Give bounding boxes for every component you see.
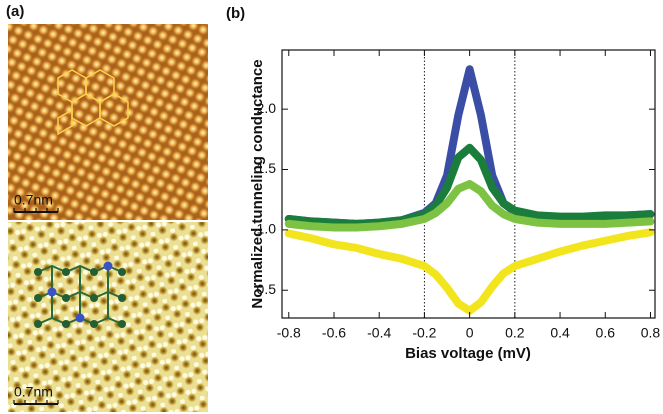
y-axis-label: Normalized tunneling conductance <box>249 59 266 308</box>
y-tick-label: 2.0 <box>257 100 277 116</box>
x-tick-label: -0.2 <box>412 325 436 341</box>
stm-image-bottom: 0.7nm <box>8 222 208 412</box>
x-axis-label: Bias voltage (mV) <box>405 345 531 362</box>
scale-label: 0.7nm <box>14 192 53 208</box>
panel-label: (b) <box>226 5 245 22</box>
x-tick-label: 0.6 <box>596 325 616 341</box>
x-tick-label: 0.2 <box>505 325 525 341</box>
stm-image-top: 0.7nm <box>8 24 208 220</box>
x-tick-label: -0.6 <box>322 325 346 341</box>
x-tick-label: 0 <box>466 325 474 341</box>
series-line <box>284 180 655 232</box>
panel-label: (a) <box>6 3 24 20</box>
x-tick-label: 0.4 <box>550 325 570 341</box>
plot-frame <box>281 49 656 319</box>
scale-label: 0.7nm <box>14 384 53 400</box>
x-tick-label: -0.4 <box>367 325 391 341</box>
y-tick-label: 1.5 <box>257 160 277 176</box>
x-tick-label: 0.8 <box>641 325 661 341</box>
plot-area: -0.8 -0.6 -0.4 -0.2 0 0.2 0.4 0.6 0.8 0.5 1.0 1.5 2.… <box>257 49 661 341</box>
y-tick-label: 0.5 <box>257 281 277 297</box>
y-tick-label: 1.0 <box>257 221 277 237</box>
x-tick-label: -0.8 <box>277 325 301 341</box>
series-line <box>284 228 655 315</box>
